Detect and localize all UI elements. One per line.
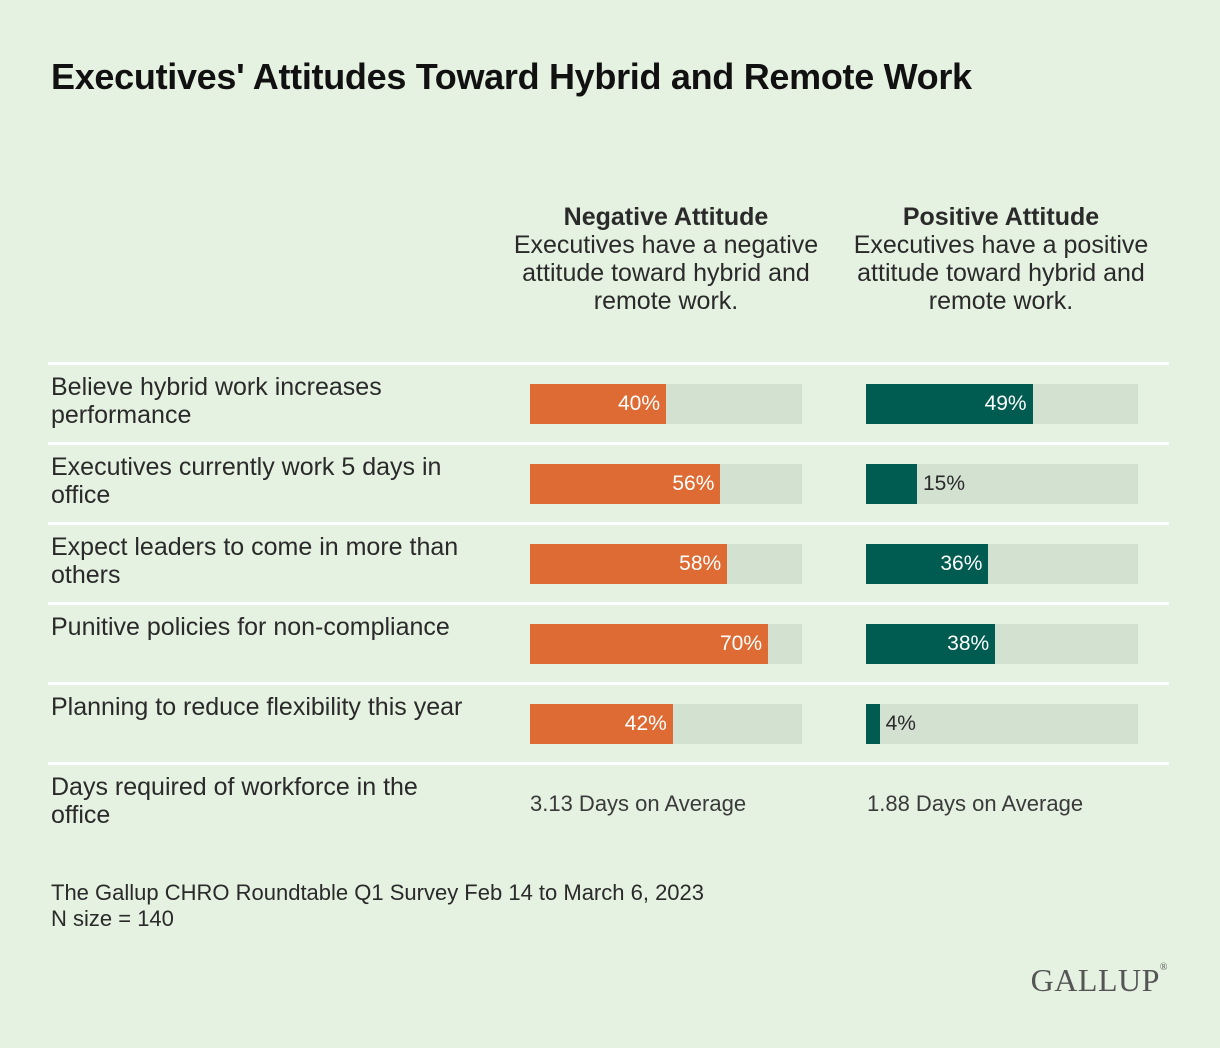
negative-bar-track: 40%	[530, 384, 802, 424]
row-divider	[48, 522, 1169, 525]
negative-value-label: 40%	[617, 392, 660, 415]
negative-average: 3.13 Days on Average	[530, 791, 747, 816]
positive-value-label: 36%	[940, 552, 983, 575]
negative-bar	[530, 464, 721, 504]
row-label: Expect leaders to come in more than othe…	[51, 533, 459, 589]
positive-bar-track: 36%	[866, 544, 1138, 584]
gallup-logo: GALLUP®	[1031, 962, 1168, 999]
source-note: The Gallup CHRO Roundtable Q1 Survey Feb…	[51, 880, 704, 932]
positive-value-label: 38%	[947, 632, 990, 655]
row-divider	[48, 762, 1169, 765]
positive-value-label: 15%	[923, 472, 966, 495]
row-divider	[48, 682, 1169, 685]
positive-bar-track: 15%	[866, 464, 1138, 504]
positive-bar	[866, 384, 1033, 424]
row-label: Executives currently work 5 days in offi…	[51, 453, 442, 509]
negative-bar	[530, 624, 768, 664]
negative-bar	[530, 544, 728, 584]
positive-bar	[866, 464, 917, 504]
negative-value-label: 58%	[679, 552, 722, 575]
positive-average: 1.88 Days on Average	[867, 791, 1084, 816]
sample-size: N size = 140	[51, 906, 174, 931]
positive-description: Executives have a positive attitude towa…	[853, 231, 1149, 315]
logo-text: GALLUP	[1030, 962, 1160, 998]
negative-value-label: 56%	[672, 472, 715, 495]
row-label: Believe hybrid work increases performanc…	[51, 373, 382, 429]
negative-value-label: 42%	[624, 712, 667, 735]
negative-value-label: 70%	[719, 632, 762, 655]
registered-mark: ®	[1159, 962, 1168, 973]
positive-bar-track: 49%	[866, 384, 1138, 424]
positive-bar-track: 38%	[866, 624, 1138, 664]
positive-bar	[866, 624, 996, 664]
negative-bar-track: 70%	[530, 624, 802, 664]
positive-bar	[866, 544, 989, 584]
negative-description: Executives have a negative attitude towa…	[513, 231, 819, 315]
positive-bar	[866, 704, 880, 744]
positive-column-header: Positive Attitude Executives have a posi…	[836, 203, 1166, 315]
negative-heading: Negative Attitude	[563, 203, 769, 231]
positive-bar-track: 4%	[866, 704, 1138, 744]
row-divider	[48, 442, 1169, 445]
row-label: Days required of workforce in the office	[51, 773, 418, 829]
row-label: Punitive policies for non-compliance	[51, 613, 450, 641]
positive-value-label: 49%	[984, 392, 1027, 415]
chart-title: Executives' Attitudes Toward Hybrid and …	[51, 56, 972, 97]
positive-value-label: 4%	[885, 712, 916, 735]
positive-heading: Positive Attitude	[902, 203, 1100, 231]
negative-bar	[530, 704, 673, 744]
row-divider	[48, 602, 1169, 605]
row-label: Planning to reduce flexibility this year	[51, 693, 463, 721]
source-line: The Gallup CHRO Roundtable Q1 Survey Feb…	[51, 880, 705, 905]
negative-bar-track: 56%	[530, 464, 802, 504]
negative-bar	[530, 384, 666, 424]
row-divider	[48, 362, 1169, 365]
negative-bar-track: 42%	[530, 704, 802, 744]
negative-column-header: Negative Attitude Executives have a nega…	[501, 203, 831, 315]
negative-bar-track: 58%	[530, 544, 802, 584]
